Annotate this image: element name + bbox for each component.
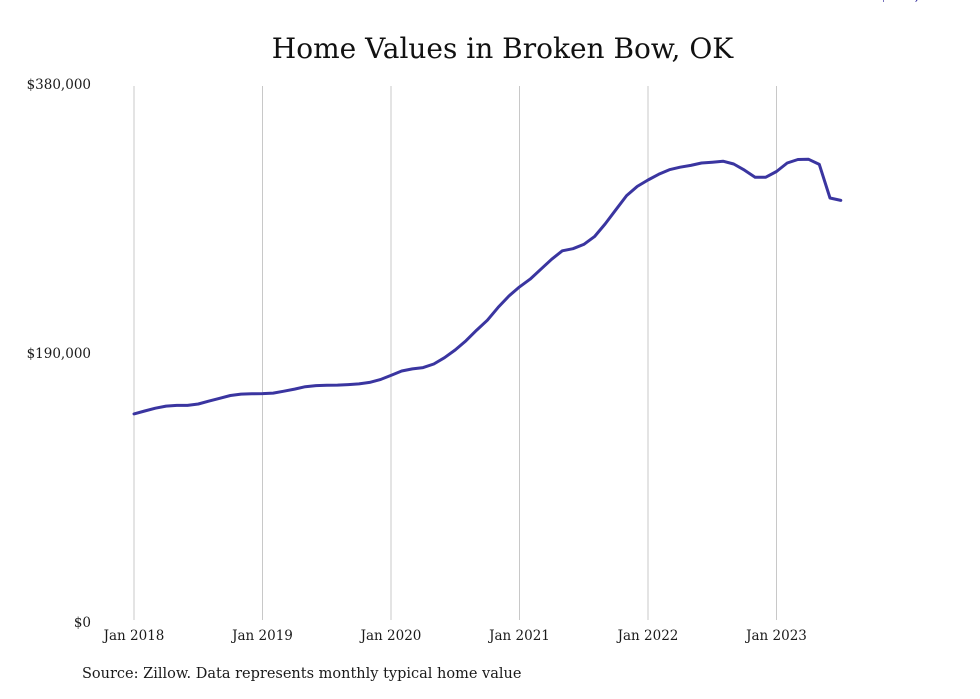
series-home-value: $297,774 bbox=[132, 0, 946, 416]
x-tick-label: Jan 2023 bbox=[744, 628, 807, 644]
x-tick-label: Jan 2019 bbox=[230, 628, 293, 644]
y-tick-label: $0 bbox=[74, 615, 91, 631]
x-tick-label: Jan 2021 bbox=[487, 628, 550, 644]
x-tick-label: Jan 2022 bbox=[616, 628, 679, 644]
y-axis-ticks: $0 $190,000 $380,000 bbox=[27, 77, 91, 631]
y-tick-label: $380,000 bbox=[27, 77, 91, 93]
x-tick-label: Jan 2020 bbox=[359, 628, 422, 644]
chart-title: Home Values in Broken Bow, OK bbox=[271, 32, 734, 65]
end-value-label: $297,774 bbox=[879, 0, 946, 4]
y-tick-label: $190,000 bbox=[27, 346, 91, 362]
x-tick-label: Jan 2018 bbox=[102, 628, 165, 644]
source-note: Source: Zillow. Data represents monthly … bbox=[82, 666, 522, 682]
x-axis-ticks: Jan 2018 Jan 2019 Jan 2020 Jan 2021 Jan 2022… bbox=[102, 628, 807, 644]
grid-lines bbox=[133, 86, 777, 620]
series-line bbox=[132, 157, 843, 416]
